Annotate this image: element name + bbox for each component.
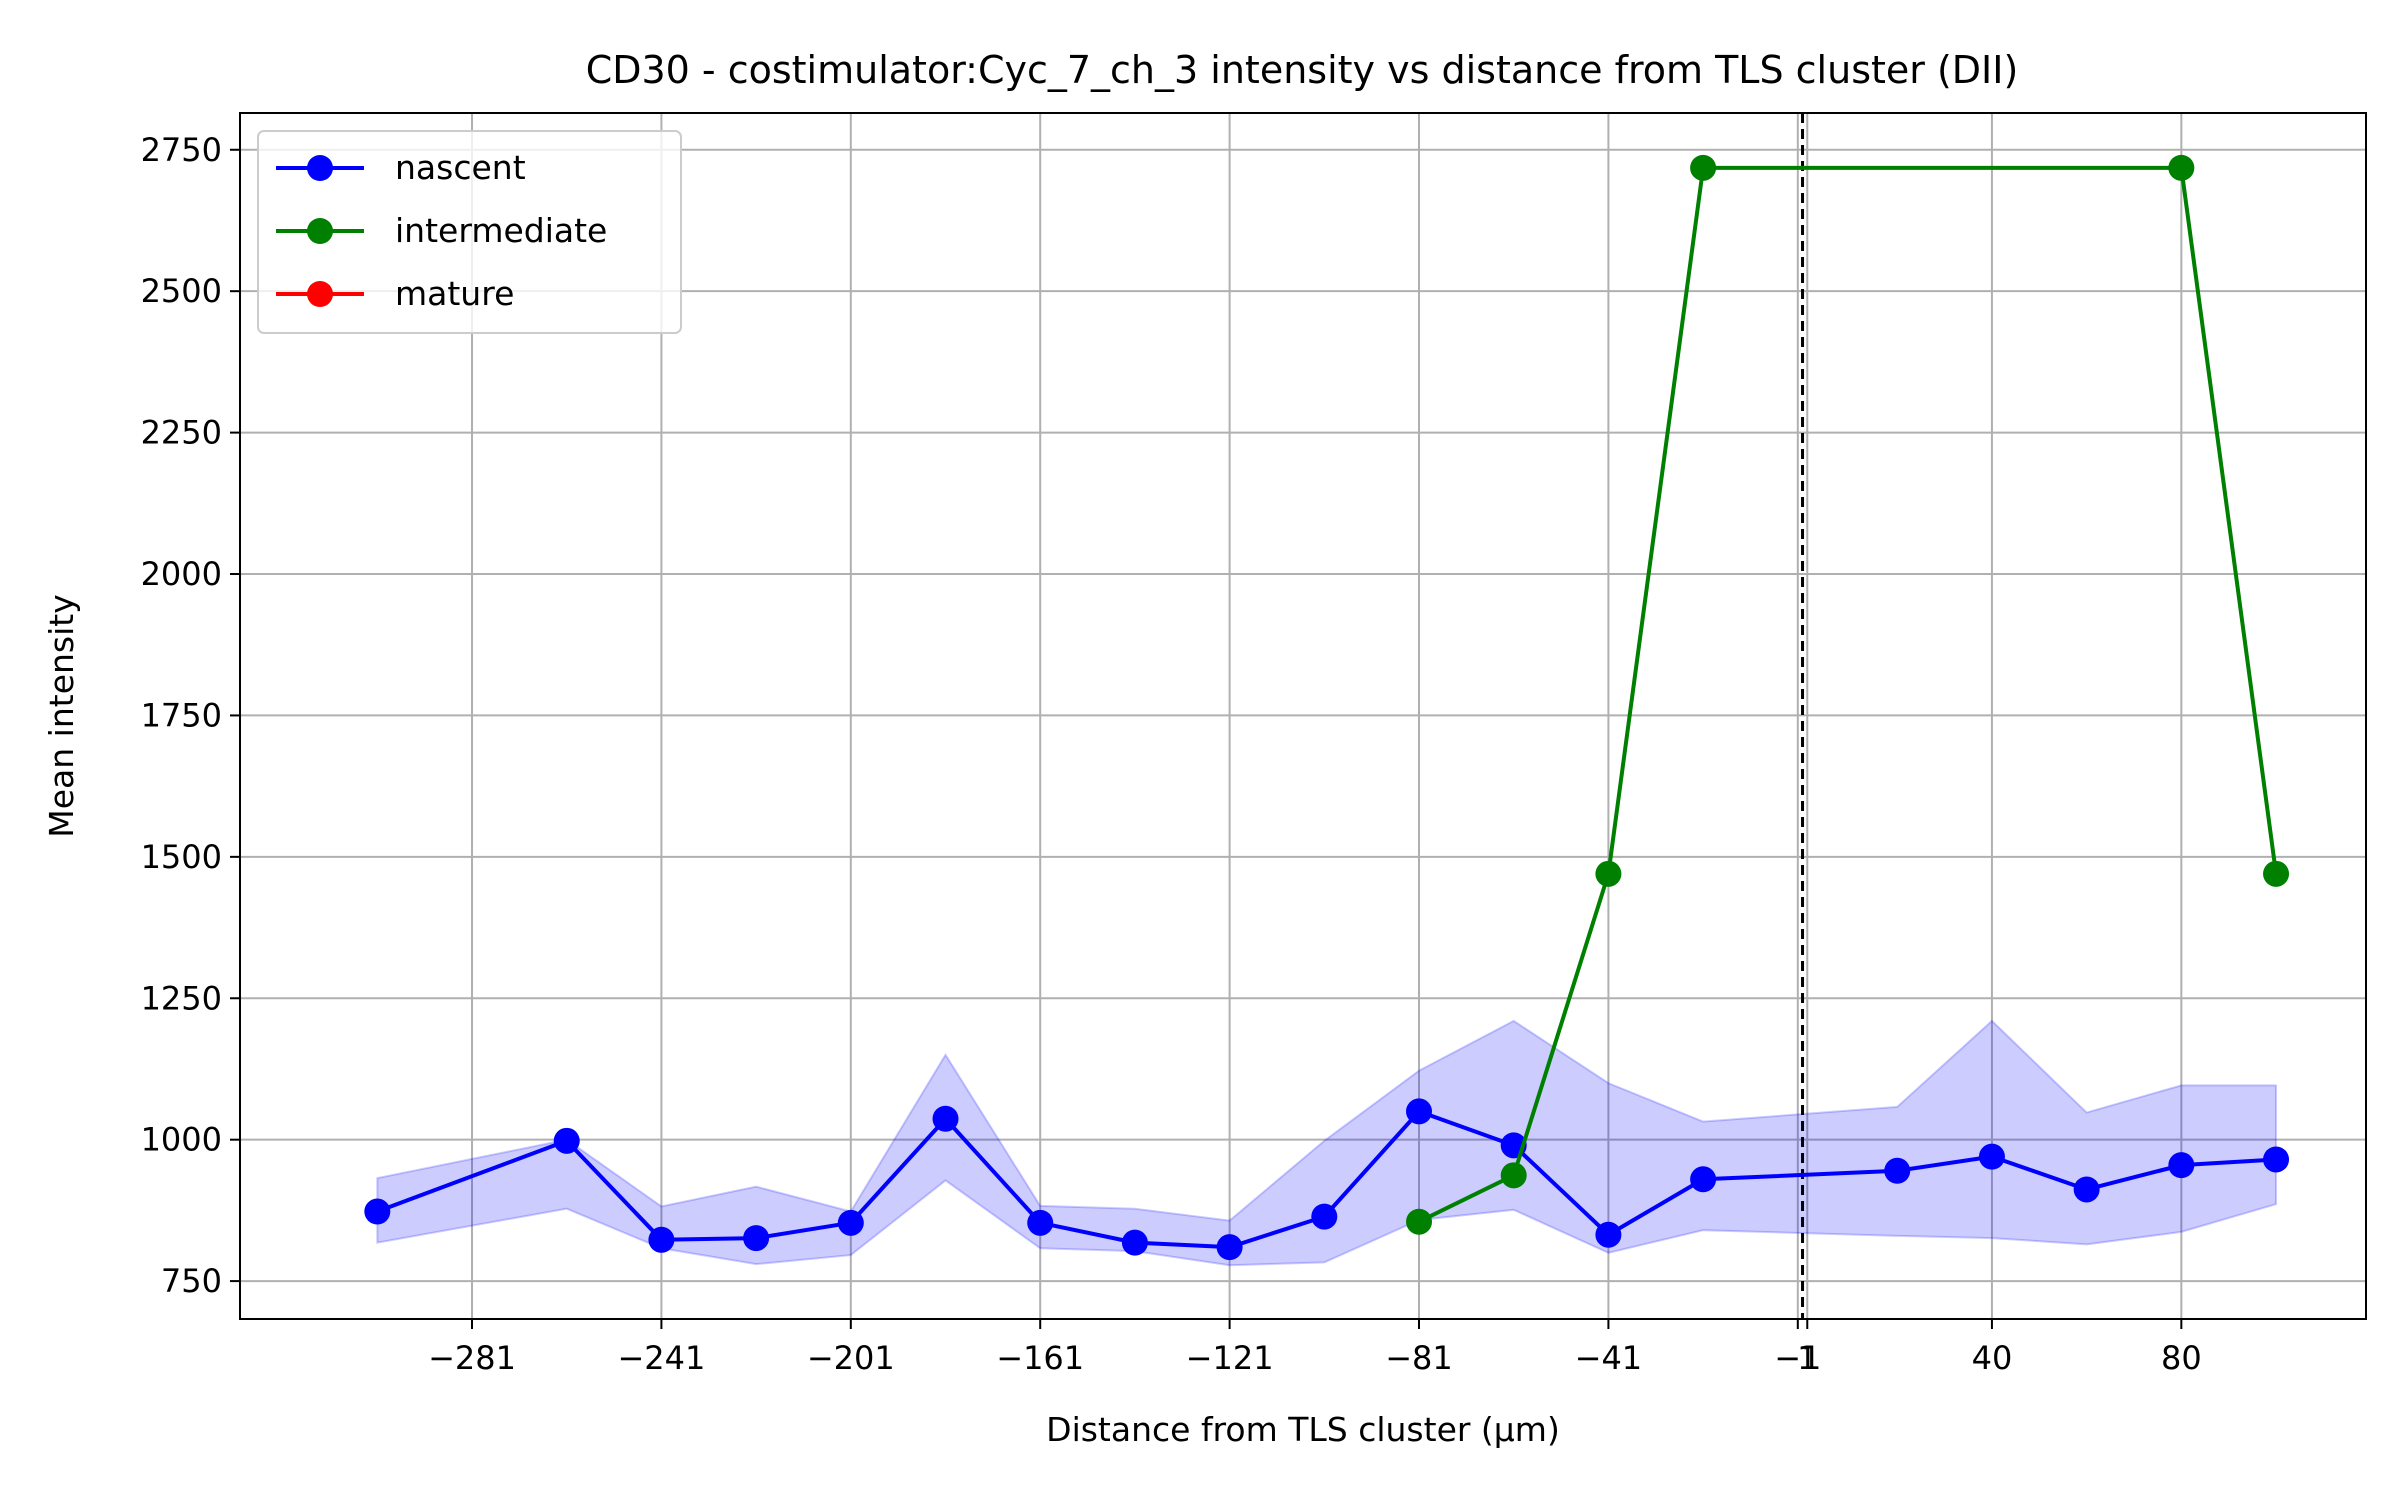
- point-nascent: [1406, 1098, 1433, 1125]
- x-tick-label: −281: [428, 1339, 516, 1377]
- legend-label-mature: mature: [395, 274, 514, 313]
- y-tick-label: 1000: [141, 1121, 222, 1159]
- x-tick-label: 80: [2161, 1339, 2202, 1377]
- point-nascent: [837, 1209, 864, 1236]
- y-tick-label: 1250: [141, 979, 222, 1017]
- point-nascent: [1216, 1234, 1243, 1261]
- y-tick-label: 2750: [141, 131, 222, 169]
- legend-marker-nascent: [307, 155, 333, 181]
- point-nascent: [553, 1127, 580, 1154]
- point-nascent: [2168, 1152, 2195, 1179]
- point-nascent: [932, 1105, 959, 1132]
- legend: nascent intermediate mature: [257, 130, 682, 334]
- x-tick-label: 40: [1972, 1339, 2013, 1377]
- legend-marker-mature: [307, 281, 333, 307]
- legend-item-intermediate: intermediate: [276, 211, 607, 250]
- point-nascent: [1884, 1157, 1911, 1184]
- point-nascent: [1121, 1229, 1148, 1256]
- y-tick-label: 750: [161, 1262, 222, 1300]
- x-tick-label: −41: [1575, 1339, 1643, 1377]
- legend-marker-intermediate: [307, 218, 333, 244]
- point-nascent: [1311, 1203, 1338, 1230]
- point-nascent: [1978, 1143, 2005, 1170]
- legend-item-mature: mature: [276, 274, 514, 313]
- y-axis: 750 1000 1250 1500 1750 2000 2250 2500 2750: [141, 131, 240, 1300]
- grid: [240, 113, 2366, 1319]
- point-intermediate: [1500, 1162, 1527, 1189]
- x-tick-label: 1: [1797, 1339, 1817, 1377]
- point-intermediate: [1595, 860, 1622, 887]
- x-tick-label: −201: [807, 1339, 895, 1377]
- legend-box: [257, 130, 682, 334]
- y-tick-label: 2250: [141, 414, 222, 452]
- x-axis: −281 −241 −201 −161 −121 −81 −41 −11 40 80: [428, 1319, 2202, 1377]
- y-tick-label: 1500: [141, 838, 222, 876]
- x-tick-label: −241: [617, 1339, 705, 1377]
- point-nascent: [1690, 1166, 1717, 1193]
- x-tick-label: −81: [1385, 1339, 1453, 1377]
- x-axis-label: Distance from TLS cluster (μm): [1046, 1410, 1560, 1449]
- series-nascent: [364, 1098, 2290, 1261]
- point-intermediate: [1690, 154, 1717, 181]
- x-tick-label: −1: [1774, 1339, 1821, 1377]
- point-intermediate: [1406, 1208, 1433, 1235]
- point-intermediate: [2168, 154, 2195, 181]
- data-series: [364, 154, 2290, 1261]
- point-nascent: [743, 1225, 770, 1252]
- chart-title: CD30 - costimulator:Cyc_7_ch_3 intensity…: [586, 48, 2019, 92]
- point-nascent: [2073, 1176, 2100, 1203]
- legend-item-nascent: nascent: [276, 148, 526, 187]
- y-tick-label: 2500: [141, 272, 222, 310]
- y-tick-label: 1750: [141, 696, 222, 734]
- legend-label-nascent: nascent: [395, 148, 526, 187]
- legend-label-intermediate: intermediate: [395, 211, 607, 250]
- line-intermediate: [1418, 165, 2279, 1224]
- point-nascent: [2263, 1146, 2290, 1173]
- point-intermediate: [2263, 860, 2290, 887]
- point-nascent: [1027, 1209, 1054, 1236]
- y-axis-label: Mean intensity: [42, 594, 81, 837]
- series-intermediate: [1406, 154, 2290, 1235]
- x-tick-label: −121: [1186, 1339, 1274, 1377]
- y-tick-label: 2000: [141, 555, 222, 593]
- point-nascent: [1595, 1221, 1622, 1248]
- x-tick-label: −161: [996, 1339, 1084, 1377]
- point-nascent: [648, 1226, 675, 1253]
- point-nascent: [364, 1198, 391, 1225]
